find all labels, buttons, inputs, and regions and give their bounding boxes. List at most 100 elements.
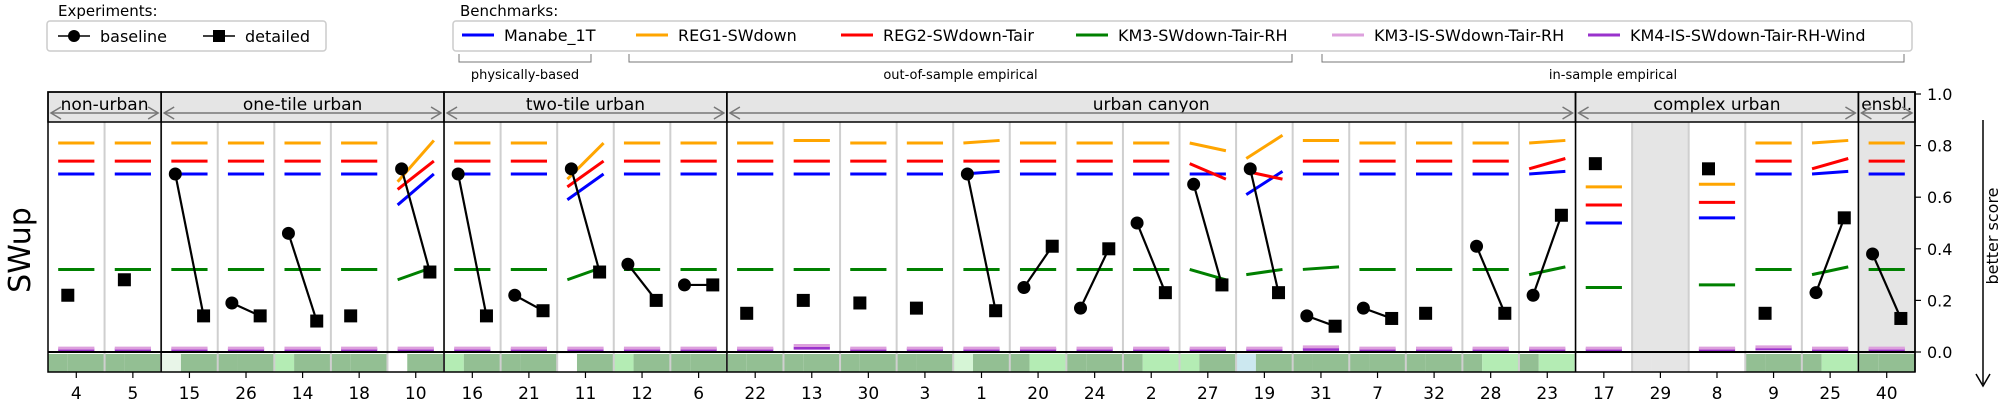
benchmark-km3 [1528,265,1566,277]
benchmark-group-bracket [1321,54,1905,63]
experiment-connector [1079,248,1110,309]
group-arrow-head [1577,106,1589,120]
experiment-connector [400,168,431,273]
benchmark-reg2 [566,159,605,189]
x-tick-label: 8 [1712,384,1723,404]
detailed-point [706,278,720,292]
surface-strip-cell [1632,354,1652,372]
surface-strip-cell [1122,354,1143,372]
detailed-point [1272,286,1286,300]
legend-label-benchmark: KM3-SWdown-Tair-RH [1118,26,1288,45]
experiment-connector [570,168,601,273]
surface-strip-cell [1312,354,1350,372]
y-tick-label: 0.8 [1927,137,1952,156]
baseline-point [1866,247,1880,261]
y-tick-label: 0.0 [1927,343,1952,362]
detailed-point [479,309,493,323]
experiment-connector [287,232,318,322]
experiment-connector [1814,217,1846,294]
experiments-legend-box [46,20,327,52]
x-tick-label: 3 [920,384,931,404]
x-tick-label: 17 [1593,384,1615,404]
detailed-point [197,309,211,323]
group-header [726,91,1577,123]
x-tick-label: 40 [1876,384,1898,404]
x-tick-label: 5 [127,384,138,404]
detailed-point [853,296,867,310]
surface-strip-cell [670,354,691,372]
surface-strip-cell [1029,354,1067,372]
benchmark-reg1 [1245,134,1284,160]
y-tick-label: 0.4 [1927,240,1952,259]
surface-strip-cell [407,354,445,372]
surface-strip-cell [180,354,218,372]
surface-strip-cell [1349,354,1370,372]
x-tick-label: 15 [179,384,201,404]
x-tick-label: 1 [976,384,987,404]
surface-strip-cell [1179,354,1200,372]
detailed-point [117,273,131,287]
group-arrow-head [728,106,741,120]
benchmark-group-label: out-of-sample empirical [883,68,1037,83]
legend-label-benchmark: KM4-IS-SWdown-Tair-RH-Wind [1630,26,1866,45]
surface-strip-cell [1462,354,1483,372]
group-arrow-head [147,106,160,120]
surface-strip-cell [1292,354,1313,372]
experiment-connector [1475,245,1506,314]
baseline-point [1187,177,1201,191]
baseline-point [1300,309,1314,323]
surface-strip-cell [67,354,105,372]
surface-strip-cell [1801,354,1822,372]
detailed-point [423,265,437,279]
group-arrow-head [430,106,443,120]
x-tick-label: 14 [292,384,314,404]
detailed-point [649,293,663,307]
surface-strip-cell [690,354,727,372]
surface-strip-cell [726,354,747,372]
detailed-point [796,293,810,307]
detailed-point [740,306,754,320]
x-tick-label: 29 [1650,384,1672,404]
detailed-point [1215,278,1229,292]
benchmark-reg1 [963,138,1000,145]
benchmarks-legend-box [452,20,1913,52]
surface-strip-cell [48,354,68,372]
x-tick-label: 26 [235,384,257,404]
x-tick-label: 32 [1423,384,1445,404]
x-tick-label: 11 [575,384,597,404]
x-tick-label: 25 [1819,384,1841,404]
benchmark-group-label: physically-based [471,68,579,83]
y-tick-label: 1.0 [1927,85,1952,104]
surface-strip-cell [746,354,784,372]
benchmark-manabe [1811,169,1849,176]
x-tick-label: 19 [1254,384,1276,404]
legend-label-detailed: detailed [245,27,310,46]
surface-strip-cell [1405,354,1426,372]
surface-strip-cell [1745,354,1766,372]
benchmark-km3 [1811,265,1849,277]
x-tick-label: 23 [1536,384,1558,404]
x-tick-label: 7 [1372,384,1383,404]
group-header [1574,91,1860,123]
surface-strip-cell [1236,354,1256,372]
detailed-point [253,309,267,323]
baseline-point [225,296,239,310]
surface-strip-cell [1255,354,1293,372]
surface-strip-cell [783,354,804,372]
detailed-point [1837,211,1851,225]
detailed-point [989,304,1003,318]
experiment-connector [1532,214,1563,296]
benchmarks-title: Benchmarks: [460,2,558,20]
baseline-point [395,162,409,176]
detailed-point [1045,239,1059,253]
group-header-label: non-urban [61,95,149,115]
legend-label-benchmark: KM3-IS-SWdown-Tair-RH [1374,26,1564,45]
benchmark-manabe [1245,170,1284,196]
surface-strip-cell [1086,354,1123,372]
baseline-point [1243,162,1257,176]
surface-strip-cell [1482,354,1519,372]
experiment-connector [1192,184,1224,286]
benchmark-km3 [1302,265,1340,271]
surface-strip-cell [576,354,614,372]
surface-strip-cell [1595,354,1633,372]
